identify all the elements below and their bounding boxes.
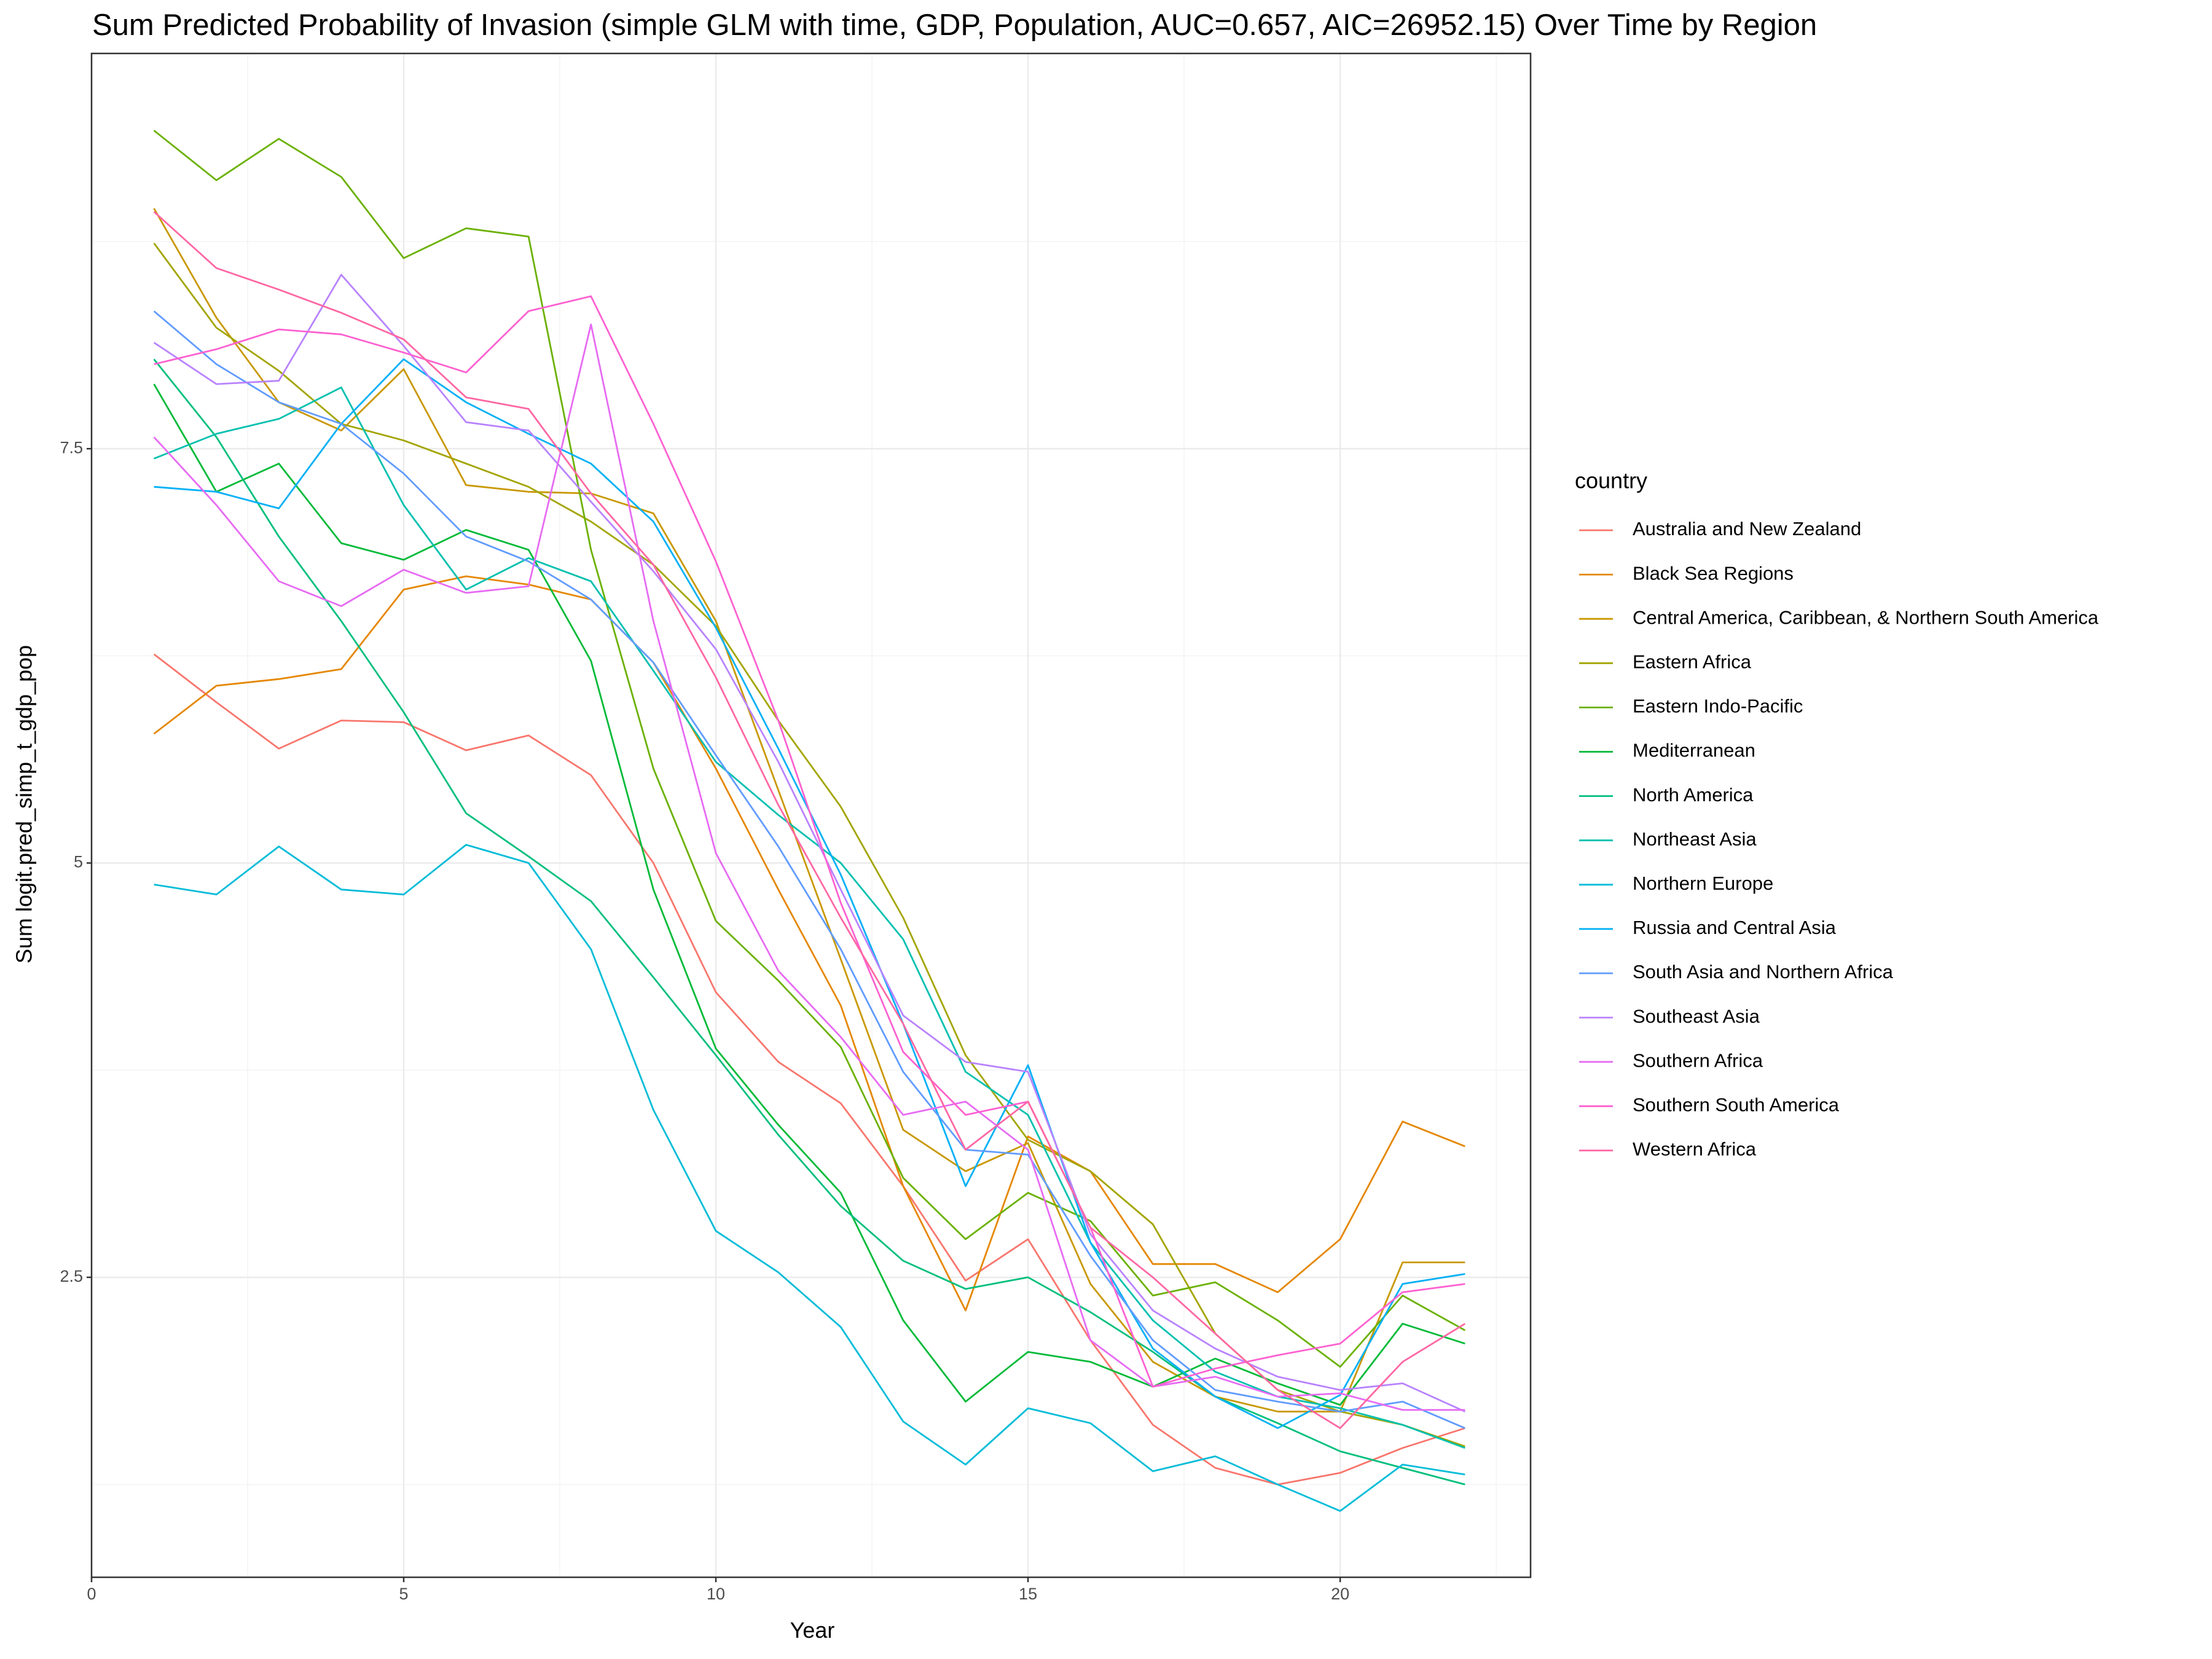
legend-label: Eastern Indo-Pacific xyxy=(1633,696,1803,717)
x-tick-label: 0 xyxy=(87,1585,96,1603)
series-line xyxy=(153,211,1466,1429)
y-tick-label: 5 xyxy=(74,853,83,871)
legend-label: Southeast Asia xyxy=(1633,1005,1760,1027)
y-tick-label: 2.5 xyxy=(60,1267,83,1285)
legend-label: North America xyxy=(1633,784,1754,806)
x-tick-label: 5 xyxy=(399,1585,409,1603)
legend-title: country xyxy=(1575,468,1647,493)
chart-title: Sum Predicted Probability of Invasion (s… xyxy=(92,9,1817,42)
x-tick-label: 10 xyxy=(707,1585,725,1603)
y-axis-title: Sum logit.pred_simp_t_gdp_pop xyxy=(12,645,37,963)
legend-label: Central America, Caribbean, & Northern S… xyxy=(1633,606,2099,628)
x-axis-title: Year xyxy=(790,1618,835,1643)
legend-label: Eastern Africa xyxy=(1633,651,1752,672)
legend-label: Black Sea Regions xyxy=(1633,562,1794,584)
legend-label: Western Africa xyxy=(1633,1139,1757,1160)
legend-label: Russia and Central Asia xyxy=(1633,917,1837,938)
legend-label: Southern South America xyxy=(1633,1094,1840,1115)
legend-label: Mediterranean xyxy=(1633,740,1755,761)
legend-label: Australia and New Zealand xyxy=(1633,518,1861,539)
series-line xyxy=(153,130,1465,1368)
y-tick-label: 7.5 xyxy=(60,438,83,457)
series-line xyxy=(153,358,1465,1486)
legend-label: South Asia and Northern Africa xyxy=(1633,961,1894,982)
series-line xyxy=(153,310,1465,1429)
legend-label: Northern Europe xyxy=(1633,873,1773,894)
x-tick-label: 15 xyxy=(1019,1585,1037,1603)
x-tick-label: 20 xyxy=(1331,1585,1349,1603)
series-line xyxy=(154,386,1465,1449)
series-line xyxy=(153,208,1465,1413)
series-line xyxy=(153,653,1465,1486)
panel-border xyxy=(90,52,1532,1579)
legend-label: Northeast Asia xyxy=(1633,828,1757,850)
series-line xyxy=(153,323,1465,1411)
legend-label: Southern Africa xyxy=(1633,1049,1763,1071)
series-line xyxy=(153,575,1465,1312)
series-line xyxy=(154,844,1465,1512)
series-line xyxy=(153,383,1465,1406)
